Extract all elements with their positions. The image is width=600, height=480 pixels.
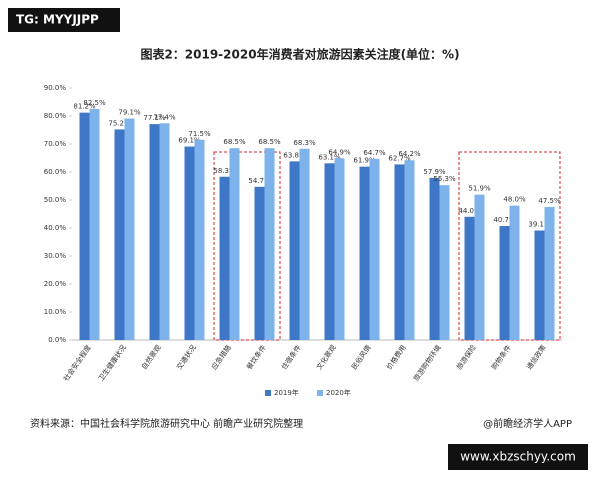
y-tick-label: 30.0% bbox=[44, 252, 67, 260]
legend-swatch bbox=[317, 390, 323, 396]
value-label: 61.9% bbox=[353, 157, 376, 165]
x-tick-label: 购物条件 bbox=[489, 343, 512, 371]
value-label: 47.5% bbox=[538, 197, 561, 205]
value-label: 48.0% bbox=[503, 196, 526, 204]
bar bbox=[89, 109, 100, 340]
value-label: 64.9% bbox=[328, 148, 351, 156]
value-label: 44.0% bbox=[458, 207, 481, 215]
bar bbox=[79, 112, 90, 340]
value-label: 63.8% bbox=[283, 151, 306, 159]
y-tick-label: 10.0% bbox=[44, 308, 67, 316]
value-label: 57.9% bbox=[423, 168, 446, 176]
legend-label: 2020年 bbox=[326, 388, 351, 397]
bar bbox=[509, 205, 520, 340]
bar bbox=[159, 123, 170, 340]
bar bbox=[429, 177, 440, 340]
bar bbox=[219, 176, 230, 340]
value-label: 77.1% bbox=[143, 114, 166, 122]
x-tick-label: 餐饮条件 bbox=[244, 343, 267, 371]
bar bbox=[474, 194, 485, 340]
x-tick-label: 价格费用 bbox=[384, 343, 407, 371]
bar bbox=[124, 118, 135, 341]
value-label: 75.2% bbox=[108, 119, 131, 127]
bar bbox=[534, 230, 545, 340]
value-label: 77.4% bbox=[153, 113, 176, 121]
value-label: 64.7% bbox=[363, 149, 386, 157]
value-label: 81.2% bbox=[73, 103, 96, 111]
bar bbox=[404, 160, 415, 340]
y-tick-label: 70.0% bbox=[44, 140, 67, 148]
value-label: 58.3% bbox=[213, 167, 236, 175]
bar bbox=[149, 124, 160, 341]
value-label: 39.1% bbox=[528, 221, 551, 229]
x-tick-label: 社会安全程度 bbox=[61, 343, 92, 383]
y-tick-label: 50.0% bbox=[44, 196, 67, 204]
badge-bottom-text: www.xbzschyy.com bbox=[460, 450, 576, 464]
y-tick-label: 90.0% bbox=[44, 84, 67, 92]
x-tick-label: 民俗风情 bbox=[349, 343, 372, 371]
bar bbox=[194, 139, 205, 340]
y-tick-label: 40.0% bbox=[44, 224, 67, 232]
bar bbox=[229, 148, 240, 340]
bar bbox=[394, 164, 405, 340]
bar bbox=[184, 146, 195, 340]
value-label: 71.5% bbox=[188, 130, 211, 138]
y-tick-label: 60.0% bbox=[44, 168, 67, 176]
x-tick-label: 旅游保险 bbox=[454, 343, 477, 371]
bar bbox=[299, 148, 310, 340]
bar bbox=[254, 186, 265, 340]
bar bbox=[544, 207, 555, 340]
chart-title: 图表2：2019-2020年消费者对旅游因素关注度(单位：%) bbox=[140, 47, 459, 62]
x-tick-label: 文化景观 bbox=[314, 343, 337, 371]
y-tick-label: 0.0% bbox=[48, 336, 66, 344]
value-label: 51.9% bbox=[468, 185, 491, 193]
value-label: 54.7% bbox=[248, 177, 271, 185]
x-tick-label: 住宿条件 bbox=[279, 343, 302, 371]
x-tick-label: 交通状况 bbox=[174, 343, 197, 371]
value-label: 40.7% bbox=[493, 216, 516, 224]
legend-label: 2019年 bbox=[274, 388, 299, 397]
value-label: 55.3% bbox=[433, 175, 456, 183]
value-label: 63.1% bbox=[318, 153, 341, 161]
bar bbox=[324, 163, 335, 340]
bar bbox=[264, 148, 275, 340]
credit: @前瞻经济学人APP bbox=[483, 417, 572, 430]
bar bbox=[359, 166, 370, 340]
bar bbox=[369, 158, 380, 340]
y-tick-label: 80.0% bbox=[44, 112, 67, 120]
bar bbox=[114, 129, 125, 340]
x-tick-label: 旅游购物环境 bbox=[411, 343, 442, 383]
badge-bottom bbox=[448, 444, 588, 470]
bar bbox=[334, 158, 345, 340]
highlight-box bbox=[458, 151, 561, 341]
bar bbox=[464, 216, 475, 340]
x-tick-label: 卫生健康状况 bbox=[96, 343, 127, 383]
x-tick-label: 通信政策 bbox=[524, 343, 547, 371]
value-label: 68.5% bbox=[258, 138, 281, 146]
value-label: 68.5% bbox=[223, 138, 246, 146]
bar bbox=[439, 185, 450, 340]
value-label: 68.3% bbox=[293, 139, 316, 147]
x-tick-label: 应急措施 bbox=[209, 343, 232, 371]
badge-top-text: TG: MYYJJPP bbox=[16, 13, 99, 27]
y-tick-label: 20.0% bbox=[44, 280, 67, 288]
badge-top bbox=[8, 8, 120, 32]
x-tick-label: 自然景观 bbox=[139, 343, 162, 371]
highlight-box bbox=[213, 151, 281, 341]
value-label: 69.1% bbox=[178, 137, 201, 145]
value-label: 82.5% bbox=[83, 99, 106, 107]
bar bbox=[499, 226, 510, 340]
source: 资料来源：中国社会科学院旅游研究中心 前瞻产业研究院整理 bbox=[30, 417, 303, 430]
value-label: 64.2% bbox=[398, 150, 421, 158]
legend-swatch bbox=[265, 390, 271, 396]
value-label: 62.7% bbox=[388, 154, 411, 162]
value-label: 79.1% bbox=[118, 109, 141, 117]
bar bbox=[289, 161, 300, 340]
